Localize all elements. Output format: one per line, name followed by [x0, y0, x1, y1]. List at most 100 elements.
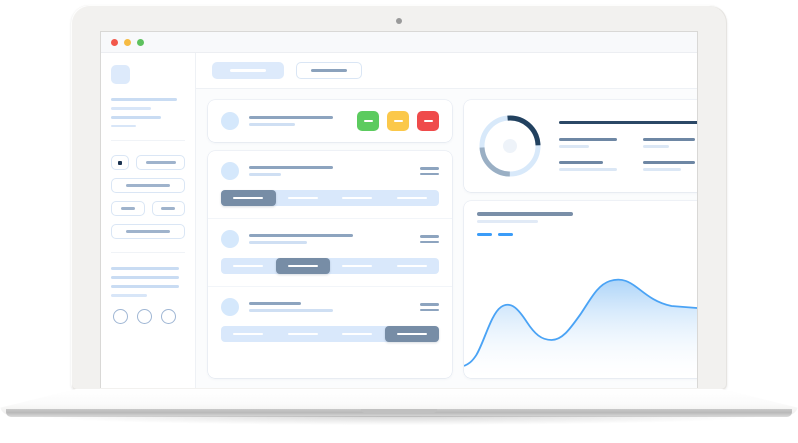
- segment-2[interactable]: [276, 326, 331, 342]
- sidebar-button-e[interactable]: [111, 224, 185, 239]
- legend-item: [643, 161, 697, 172]
- chart-subtitle: [477, 219, 538, 223]
- sidebar-item-2[interactable]: [111, 107, 151, 110]
- row-header: [221, 298, 439, 316]
- row-title: [249, 166, 333, 169]
- sidebar-footer-item-1[interactable]: [111, 267, 179, 270]
- segment-2[interactable]: [276, 190, 331, 206]
- laptop-base-notch: [361, 409, 437, 413]
- donut-chart-card: [464, 100, 697, 192]
- row-subtitle: [249, 241, 307, 244]
- sidebar-control-row-2: [111, 178, 185, 193]
- close-icon[interactable]: [111, 38, 118, 46]
- row-title: [249, 234, 353, 237]
- square-marker-icon: [118, 160, 122, 165]
- sidebar-control-row-3: [111, 201, 185, 216]
- laptop-lid: [71, 5, 727, 390]
- legend-value: [559, 168, 617, 172]
- row-meta: [249, 166, 333, 176]
- segment-1[interactable]: [221, 258, 276, 274]
- sidebar-footer-item-3[interactable]: [111, 285, 179, 288]
- sidebar-divider-bottom: [111, 252, 185, 253]
- app-body: [101, 53, 697, 388]
- segmented-control[interactable]: [221, 326, 439, 342]
- sidebar-item-4[interactable]: [111, 124, 136, 127]
- status-card: [208, 100, 452, 142]
- sidebar-control-row-4: [111, 224, 185, 239]
- legend-dash-icon: [477, 233, 492, 236]
- status-badge-danger[interactable]: [417, 111, 439, 131]
- table-row[interactable]: [208, 286, 452, 354]
- badge-dash-icon: [393, 119, 403, 123]
- segment-3[interactable]: [330, 258, 385, 274]
- sidebar-button-c[interactable]: [111, 201, 145, 216]
- window-titlebar: [101, 32, 697, 53]
- legend-label: [643, 138, 695, 142]
- status-badge-success[interactable]: [357, 111, 379, 131]
- sidebar-button-b[interactable]: [111, 178, 185, 193]
- segment-2[interactable]: [275, 258, 330, 274]
- right-column: [464, 100, 697, 378]
- segment-4[interactable]: [385, 258, 440, 274]
- segment-4[interactable]: [384, 326, 439, 342]
- sidebar-icon-button[interactable]: [111, 155, 129, 170]
- sidebar-footer-item-4[interactable]: [111, 294, 147, 297]
- legend-label: [559, 161, 603, 165]
- sidebar-button-d[interactable]: [151, 201, 185, 216]
- sidebar-item-1[interactable]: [111, 98, 177, 101]
- row-menu-icon[interactable]: [420, 167, 439, 175]
- badge-dash-icon: [423, 119, 433, 123]
- legend-value: [643, 145, 669, 149]
- app-logo-icon[interactable]: [111, 65, 130, 84]
- sidebar-button-a[interactable]: [136, 155, 185, 170]
- webcam-icon: [396, 18, 402, 24]
- status-title: [249, 116, 333, 119]
- segment-3[interactable]: [330, 190, 385, 206]
- tab-label: [311, 69, 347, 72]
- row-subtitle: [249, 173, 281, 176]
- table-row[interactable]: [208, 151, 452, 218]
- main-area: [196, 53, 697, 388]
- avatar: [221, 162, 239, 180]
- status-card-meta: [249, 116, 333, 126]
- maximize-icon[interactable]: [137, 38, 144, 46]
- segmented-control[interactable]: [221, 258, 439, 274]
- avatar: [221, 298, 239, 316]
- row-menu-icon[interactable]: [420, 235, 439, 243]
- status-badge-warning[interactable]: [387, 111, 409, 131]
- circle-three-icon[interactable]: [161, 308, 176, 324]
- legend-title: [559, 120, 697, 125]
- table-row[interactable]: [208, 218, 452, 286]
- row-header: [221, 230, 439, 248]
- button-label: [126, 184, 170, 187]
- segment-1[interactable]: [221, 190, 276, 206]
- sidebar: [101, 53, 196, 388]
- status-badges: [357, 111, 439, 131]
- legend-entries: [559, 138, 697, 172]
- minimize-icon[interactable]: [124, 38, 131, 46]
- list-card: [208, 151, 452, 378]
- circle-one-icon[interactable]: [113, 308, 128, 324]
- row-menu-icon[interactable]: [420, 303, 439, 311]
- legend-value: [643, 168, 681, 172]
- legend-dash-icon: [498, 233, 513, 236]
- sidebar-controls-group: [111, 141, 185, 252]
- row-meta: [249, 302, 333, 312]
- sidebar-item-3[interactable]: [111, 115, 161, 119]
- sidebar-footer-item-2[interactable]: [111, 276, 179, 279]
- circle-two-icon[interactable]: [137, 308, 152, 324]
- tab-overview[interactable]: [212, 62, 284, 79]
- tab-reports[interactable]: [296, 62, 362, 79]
- segment-3[interactable]: [330, 326, 385, 342]
- top-toolbar: [196, 53, 697, 89]
- segmented-control[interactable]: [221, 190, 439, 206]
- badge-dash-icon: [363, 119, 373, 123]
- legend-value: [559, 145, 589, 149]
- segment-4[interactable]: [385, 190, 440, 206]
- legend-item: [643, 138, 697, 149]
- segment-1[interactable]: [221, 326, 276, 342]
- area-chart-card: [464, 201, 697, 378]
- legend-label: [643, 161, 695, 165]
- row-title: [249, 302, 301, 305]
- chart-legend: [477, 233, 697, 236]
